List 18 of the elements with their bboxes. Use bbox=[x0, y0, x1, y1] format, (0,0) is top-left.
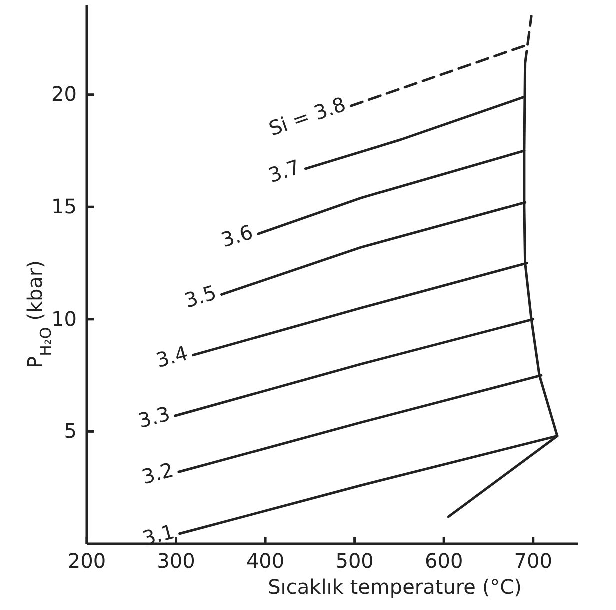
x-tick-label: 500 bbox=[336, 549, 374, 574]
y-tick-label: 20 bbox=[52, 82, 77, 106]
x-tick-label: 700 bbox=[514, 549, 552, 574]
text: 3.4 bbox=[154, 341, 191, 373]
x-tick-label: 400 bbox=[246, 549, 285, 574]
y-tick-label: 10 bbox=[52, 306, 77, 331]
y-tick-label: 15 bbox=[52, 194, 77, 219]
text: 3.6 bbox=[218, 220, 256, 252]
text: 3.5 bbox=[182, 280, 220, 313]
text: Si = 3.8 bbox=[266, 92, 349, 141]
x-axis-title: Sıcaklık temperature (°C) bbox=[268, 575, 522, 599]
text: 3.3 bbox=[136, 402, 173, 434]
y-tick-label: 5 bbox=[64, 419, 77, 444]
x-tick-label: 600 bbox=[424, 549, 464, 574]
text: 3.2 bbox=[139, 458, 176, 490]
x-tick-label: 300 bbox=[157, 549, 196, 574]
x-tick-label: 200 bbox=[68, 549, 106, 574]
text: 3.7 bbox=[266, 154, 304, 188]
